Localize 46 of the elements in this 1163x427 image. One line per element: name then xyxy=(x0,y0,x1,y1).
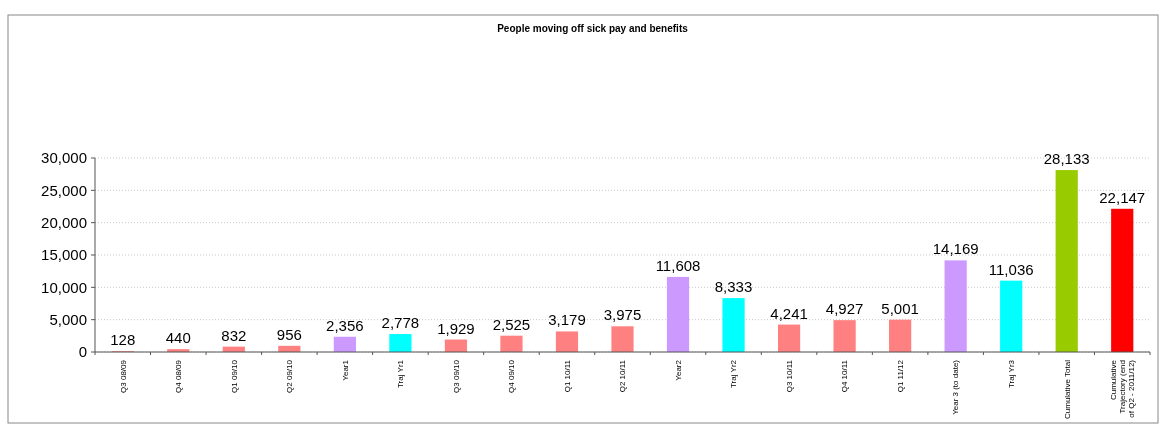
x-tick-label: Year1 xyxy=(340,359,350,381)
data-label: 14,169 xyxy=(932,240,979,258)
data-label: 11,608 xyxy=(655,256,701,274)
x-tick-label: Q3 10/11 xyxy=(784,359,794,393)
y-tick-label: 0 xyxy=(78,343,87,361)
data-label: 440 xyxy=(165,329,191,347)
data-label: 8,333 xyxy=(714,278,753,296)
x-tick-label: Q1 10/11 xyxy=(562,359,572,393)
y-tick-label: 10,000 xyxy=(41,278,87,296)
data-label: 128 xyxy=(110,331,136,349)
x-tick-label: Year2 xyxy=(673,359,683,381)
x-tick-label: Q3 09/10 xyxy=(451,359,461,393)
data-label: 3,975 xyxy=(603,306,642,324)
data-label: 4,241 xyxy=(770,304,808,322)
y-tick-label: 30,000 xyxy=(41,149,87,167)
data-label: 2,525 xyxy=(492,315,531,333)
y-tick-label: 20,000 xyxy=(41,213,87,231)
data-label: 1,929 xyxy=(437,319,475,337)
data-label: 4,927 xyxy=(825,300,864,318)
chart-title: People moving off sick pay and benefits xyxy=(497,23,689,34)
data-label: 28,133 xyxy=(1043,150,1090,168)
y-tick-label: 5,000 xyxy=(49,310,87,328)
data-label: 5,001 xyxy=(881,299,919,317)
data-label: 11,036 xyxy=(988,260,1034,278)
data-label: 22,147 xyxy=(1099,188,1146,206)
y-tick-label: 15,000 xyxy=(41,246,87,264)
x-tick-label: Traj Yr1 xyxy=(396,359,406,389)
x-tick-label: Q4 10/11 xyxy=(840,359,850,393)
data-label: 2,356 xyxy=(326,316,364,334)
x-tick-label: Traj Yr2 xyxy=(729,359,739,389)
x-tick-label: Cumulative Trajectory (end of Q2 - 2011/12) xyxy=(1109,359,1137,418)
x-tick-label: Traj Yr3 xyxy=(1006,359,1016,389)
data-label: 956 xyxy=(276,325,302,343)
x-tick-label: Cumulative Total xyxy=(1062,359,1072,419)
x-tick-label: Q4 08/09 xyxy=(174,359,184,393)
x-tick-label: Q3 08/09 xyxy=(118,359,128,393)
x-tick-label: Q2 09/10 xyxy=(285,359,295,393)
data-label: 3,179 xyxy=(548,311,586,329)
x-tick-label: Q2 10/11 xyxy=(618,359,628,393)
data-label: 2,778 xyxy=(381,314,420,332)
x-tick-label: Q1 09/10 xyxy=(229,359,239,393)
x-tick-label: Q4 09/10 xyxy=(507,359,517,393)
y-tick-label: 25,000 xyxy=(41,181,87,199)
x-tick-label: Q1 11/12 xyxy=(895,359,905,393)
data-label: 832 xyxy=(221,326,247,344)
x-tick-label: Year 3 (to date) xyxy=(951,359,961,415)
